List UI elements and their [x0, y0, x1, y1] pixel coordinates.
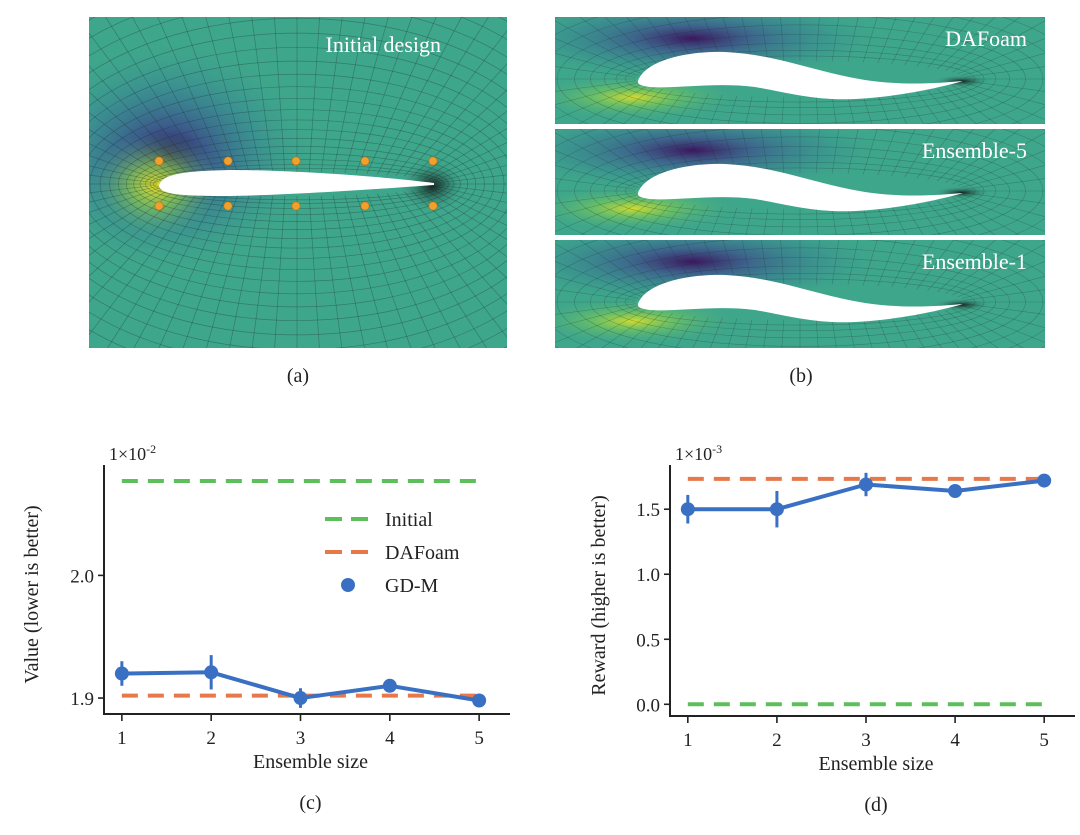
control-point: [360, 156, 370, 166]
panel-a-initial-design: Initial design: [89, 17, 507, 348]
chart-d-point-gdm: [769, 502, 784, 517]
chart-c-point-gdm: [204, 665, 219, 680]
chart-c-x-tick-label: 5: [474, 728, 484, 749]
chart-c-y-tick-label: 1.9: [70, 689, 94, 710]
control-point: [223, 201, 233, 211]
control-points: [154, 156, 438, 211]
chart-d-scale-label: 1×10-3: [675, 442, 722, 464]
control-point: [291, 156, 301, 166]
control-point: [428, 201, 438, 211]
chart-d-y-tick-label: 0.5: [636, 630, 660, 651]
chart-c-x-tick-label: 4: [385, 728, 395, 749]
mesh-plots-optimized: DAFoam Ensemble-5 Ensemble-1: [555, 17, 1045, 348]
panel-b-optimized-designs: DAFoam Ensemble-5 Ensemble-1: [555, 17, 1045, 348]
legend-label-dafoam: DAFoam: [385, 542, 460, 564]
mesh-plot-initial: Initial design: [89, 17, 507, 348]
chart-d-y-tick-label: 0.0: [636, 695, 660, 716]
chart-d-y-tick-label: 1.0: [636, 565, 660, 586]
airfoil-shape-ensemble-5: [637, 163, 963, 212]
subpanel-ensemble-1: Ensemble-1: [555, 240, 1045, 348]
panel-label-dafoam: DAFoam: [945, 26, 1027, 51]
panel-label-initial-design: Initial design: [326, 32, 441, 57]
control-point: [428, 156, 438, 166]
subpanel-dafoam: DAFoam: [555, 17, 1045, 124]
airfoil-shape-ensemble-1: [637, 274, 963, 323]
chart-d-point-gdm: [948, 484, 963, 499]
panel-label-ensemble-1: Ensemble-1: [922, 249, 1027, 274]
chart-d-y-axis-label: Reward (higher is better): [588, 495, 610, 695]
chart-c-y-tick-label: 2.0: [70, 566, 94, 587]
chart-c-legend: Initial DAFoam GD-M: [325, 509, 460, 597]
chart-c-value-vs-ensemble: 1.9 2.0 1 2 3 4 5 1×10-2 Ensemble size Value (low…: [21, 442, 510, 814]
control-point: [223, 156, 233, 166]
chart-d-x-tick-label: 5: [1039, 730, 1049, 751]
control-point: [291, 201, 301, 211]
chart-c-point-gdm: [472, 693, 487, 708]
chart-d-point-gdm: [680, 502, 695, 517]
legend-marker-gdm: [341, 578, 355, 592]
chart-c-x-tick-label: 1: [117, 728, 127, 749]
control-point: [154, 201, 164, 211]
chart-d-x-tick-label: 4: [950, 730, 960, 751]
chart-d-point-gdm: [859, 477, 873, 492]
chart-d-y-tick-label: 1.5: [636, 500, 660, 521]
airfoil-shape-dafoam: [637, 51, 963, 100]
control-point: [360, 201, 370, 211]
caption-b: (b): [789, 365, 813, 387]
control-point: [154, 156, 164, 166]
chart-c-scale-label: 1×10-2: [109, 442, 156, 464]
chart-d-caption: (d): [864, 794, 887, 816]
panel-label-ensemble-5: Ensemble-5: [922, 138, 1027, 163]
chart-d-x-tick-label: 2: [772, 730, 782, 751]
legend-label-initial: Initial: [385, 509, 433, 531]
chart-c-x-axis-label: Ensemble size: [253, 751, 368, 773]
chart-c-point-gdm: [114, 666, 129, 681]
chart-c-x-tick-label: 3: [296, 728, 306, 749]
subpanel-ensemble-5: Ensemble-5: [555, 129, 1045, 235]
chart-d-x-tick-label: 3: [861, 730, 871, 751]
airfoil-shape-initial: [159, 170, 434, 196]
chart-c-point-gdm: [382, 678, 397, 693]
chart-d-x-tick-label: 1: [683, 730, 693, 751]
legend-label-gd-m: GD-M: [385, 575, 439, 597]
chart-d-x-axis-label: Ensemble size: [819, 753, 934, 775]
mesh-grid-lines: [89, 17, 507, 348]
chart-c-x-tick-label: 2: [206, 728, 216, 749]
caption-a: (a): [286, 365, 310, 387]
chart-c-caption: (c): [299, 792, 321, 814]
chart-c-y-axis-label: Value (lower is better): [21, 505, 43, 683]
chart-d-point-gdm: [1037, 473, 1052, 488]
chart-c-point-gdm: [293, 691, 308, 706]
